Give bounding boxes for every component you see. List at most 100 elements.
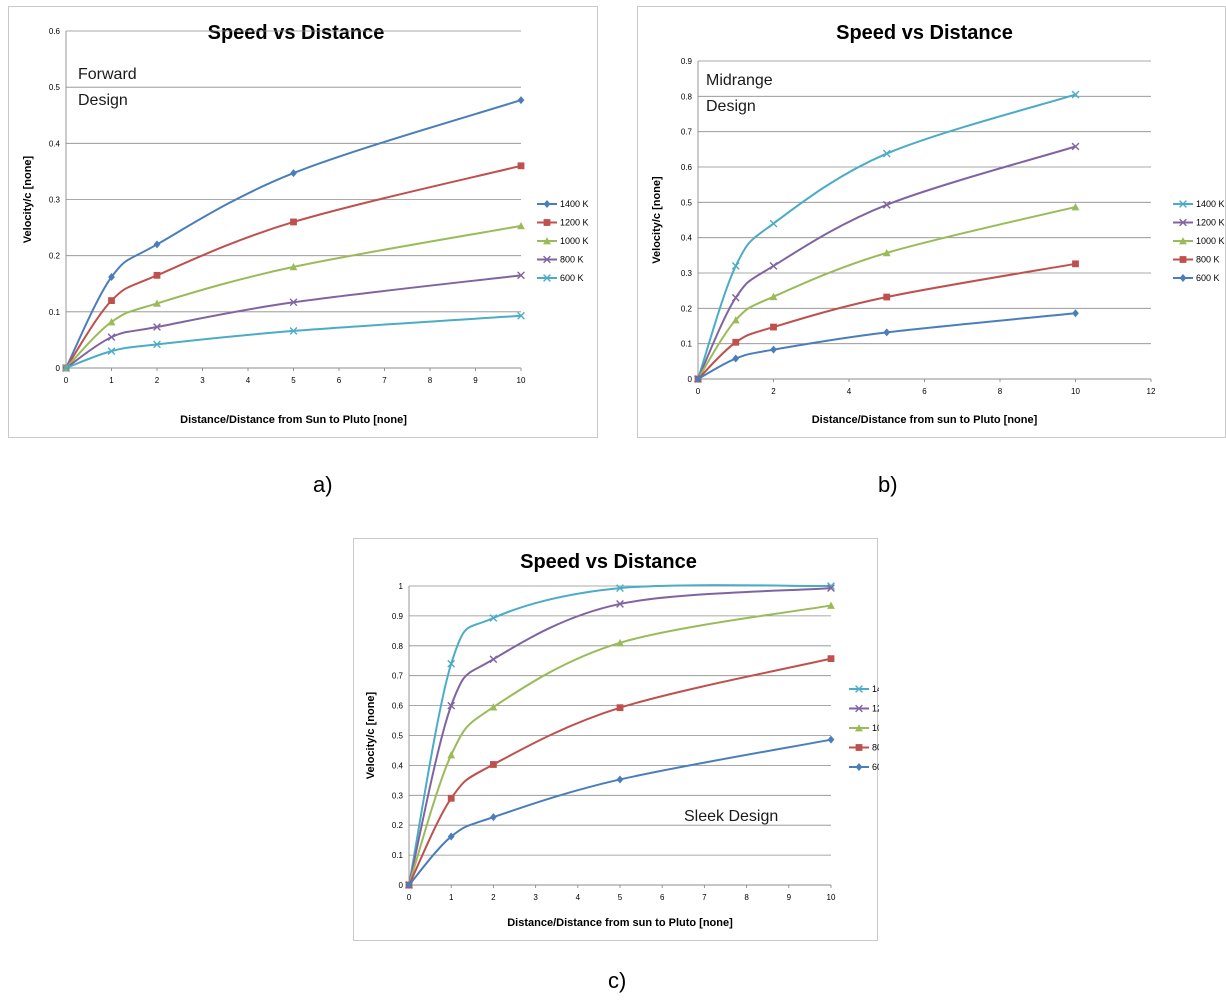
point-1200k (447, 701, 456, 710)
series-line-600k (697, 312, 1076, 380)
y-tick-label: 0.3 (49, 196, 61, 205)
y-tick-label: 0.4 (49, 139, 61, 148)
x-tick-label: 1 (109, 376, 114, 385)
point-1200k (882, 200, 891, 209)
y-axis-label: Velocity/c [none] (651, 176, 663, 264)
point-800k (447, 794, 455, 802)
x-tick-label: 4 (576, 893, 581, 902)
legend-marker-1400k (1179, 200, 1187, 208)
legend-marker-1400k (543, 200, 551, 208)
point-1400k (882, 149, 891, 158)
caption-b: b) (878, 472, 898, 497)
point-600k (1072, 309, 1079, 318)
x-tick-label: 7 (702, 893, 707, 902)
x-tick-label: 0 (696, 387, 701, 396)
chart-panel-a: Speed vs Distance 0 0.1 0.2 0.3 0.4 0.5 0.6 0 1 2 3… (8, 6, 598, 438)
x-tick-label: 0 (64, 376, 69, 385)
y-tick-label: 0.5 (49, 83, 61, 92)
point-1400k (731, 262, 740, 270)
point-1400k (517, 96, 525, 105)
legend-marker-600k (855, 763, 863, 771)
series-line-1400k (697, 93, 1076, 380)
x-tick-label: 4 (246, 376, 251, 385)
chart-c-title: Speed vs Distance (520, 551, 697, 573)
point-1400k (769, 219, 778, 228)
legend-label-1400k: 1400 K (560, 199, 589, 209)
point-800k (732, 338, 740, 346)
point-1000k (731, 316, 740, 324)
x-tick-label: 6 (337, 376, 342, 385)
y-tick-label: 0.7 (392, 672, 404, 681)
point-1400k (447, 659, 456, 668)
caption-c: c) (608, 968, 627, 993)
series-line-600k (65, 314, 522, 369)
y-tick-label: 0.5 (392, 732, 404, 741)
legend-label-600k: 600 K (1196, 273, 1220, 283)
point-1200k (489, 655, 498, 664)
legend-label-1400k: 1400 K (872, 684, 879, 694)
chart-annotation: Design (78, 92, 128, 109)
point-1200k (290, 218, 297, 226)
y-tick-label: 0.3 (681, 269, 693, 278)
point-600k (770, 345, 777, 354)
legend-label-600k: 600 K (872, 762, 879, 772)
point-1000k (827, 601, 835, 609)
point-600k (289, 327, 298, 335)
legend-marker-1200k (855, 704, 863, 713)
legend-marker-1200k (1179, 218, 1187, 227)
y-axis-label: Velocity/c [none] (365, 691, 377, 779)
point-800k (770, 323, 777, 331)
legend-marker-600k (543, 274, 551, 282)
legend-label-800k: 800 K (872, 743, 879, 753)
caption-a: a) (313, 472, 333, 497)
legend-label-600k: 600 K (560, 273, 584, 283)
chart-a-title: Speed vs Distance (208, 22, 385, 44)
y-tick-label: 0.5 (681, 198, 693, 207)
y-tick-label: 0.6 (49, 27, 61, 36)
y-tick-label: 0.8 (681, 92, 693, 101)
series-line-1200k (65, 164, 522, 369)
y-tick-label: 0 (56, 364, 61, 373)
y-tick-label: 0.2 (49, 252, 61, 261)
y-tick-label: 1 (399, 582, 404, 591)
point-1000k (517, 221, 525, 230)
point-1200k (731, 293, 740, 302)
y-tick-label: 0.6 (392, 702, 404, 711)
series-line-1000k (408, 604, 832, 886)
y-tick-label: 0.4 (392, 761, 404, 770)
legend-label-1000k: 1000 K (872, 723, 879, 733)
x-axis-label: Distance/Distance from sun to Pluto [non… (507, 917, 733, 929)
point-1400k (153, 240, 161, 249)
point-800k (883, 293, 891, 301)
y-tick-label: 0.1 (49, 308, 61, 317)
x-tick-label: 8 (998, 387, 1003, 396)
x-tick-label: 5 (291, 376, 296, 385)
point-1200k (827, 584, 835, 592)
y-tick-label: 0.6 (681, 163, 693, 172)
x-tick-label: 0 (407, 893, 412, 902)
x-axis-label: Distance/Distance from sun to Pluto [non… (812, 414, 1038, 426)
chart-a-svg: Speed vs Distance 0 0.1 0.2 0.3 0.4 0.5 0.6 0 1 2 3… (22, 22, 589, 426)
y-tick-label: 0.2 (392, 821, 404, 830)
legend-label-1200k: 1200 K (872, 704, 879, 714)
legend-marker-800k (1179, 256, 1187, 263)
y-tick-label: 0.1 (681, 340, 693, 349)
legend-marker-1400k (855, 685, 863, 693)
point-1400k (616, 584, 624, 592)
y-tick-label: 0.2 (681, 304, 693, 313)
point-1400k (108, 273, 115, 282)
series-line-1200k (697, 145, 1076, 380)
point-1000k (447, 751, 456, 759)
chart-b-svg: Speed vs Distance 0 0.1 0.2 0.3 0.4 0.5 0.6 0.7 0… (651, 22, 1225, 426)
series-line-800k (697, 262, 1076, 380)
point-1200k (517, 162, 525, 170)
x-tick-label: 3 (200, 376, 205, 385)
x-tick-label: 1 (449, 893, 454, 902)
point-600k (883, 328, 891, 337)
x-tick-label: 10 (827, 893, 836, 902)
x-tick-label: 8 (428, 376, 433, 385)
series-line-1000k (65, 224, 522, 369)
y-tick-label: 0.9 (681, 57, 693, 66)
legend-marker-1000k (855, 724, 863, 732)
